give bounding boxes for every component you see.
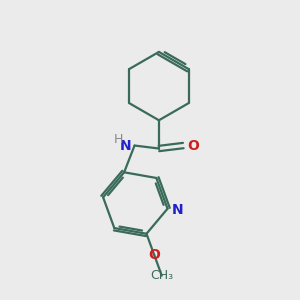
- Text: O: O: [148, 248, 160, 262]
- Text: O: O: [187, 139, 199, 152]
- Text: N: N: [171, 203, 183, 217]
- Text: CH₃: CH₃: [150, 269, 173, 282]
- Text: N: N: [119, 139, 131, 152]
- Text: H: H: [113, 133, 123, 146]
